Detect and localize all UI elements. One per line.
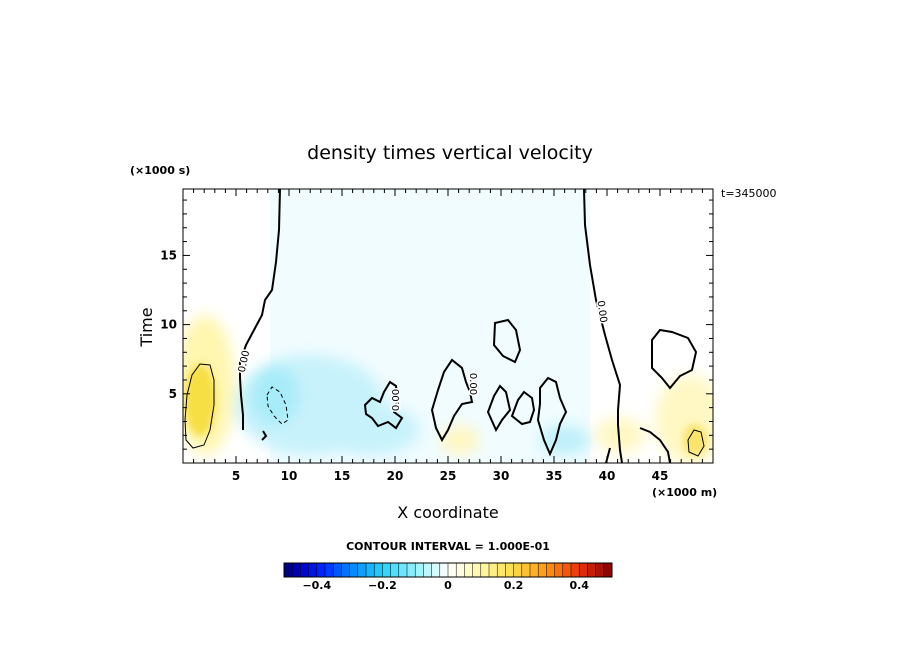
time-note: t=345000 bbox=[721, 187, 777, 200]
chart-title: density times vertical velocity bbox=[307, 142, 593, 164]
shaded-field bbox=[183, 189, 713, 463]
colorbar-swatch bbox=[595, 563, 605, 577]
positive-lobe-small-2 bbox=[595, 417, 645, 453]
contour-label-center: 0.00 bbox=[467, 373, 478, 395]
colorbar-swatch bbox=[489, 563, 498, 577]
colorbar-tick-label: 0 bbox=[444, 579, 452, 592]
x-tick-label: 25 bbox=[440, 469, 457, 483]
zero-contour-right bbox=[583, 189, 623, 463]
x-tick-label: 15 bbox=[334, 469, 351, 483]
y-unit-label: (×1000 s) bbox=[130, 164, 190, 177]
colorbar-swatch bbox=[562, 563, 572, 577]
zero-contour-lower-cluster-c bbox=[486, 384, 512, 433]
x-tick-label: 45 bbox=[652, 469, 669, 483]
zero-contour-closed-blob bbox=[492, 318, 522, 364]
colorbar-tick-label: 0.4 bbox=[569, 579, 589, 592]
colorbar-swatch bbox=[571, 563, 580, 577]
colorbar-swatch bbox=[341, 563, 350, 577]
colorbar-tick-label: −0.2 bbox=[368, 579, 397, 592]
zero-contour-lower-cluster-a bbox=[363, 380, 404, 430]
colorbar-swatch bbox=[505, 563, 514, 577]
colorbar-swatch bbox=[587, 563, 596, 577]
colorbar-swatch bbox=[415, 563, 424, 577]
zero-contour-right-island bbox=[651, 328, 698, 390]
colorbar-swatch bbox=[382, 563, 391, 577]
contour-positive-left bbox=[184, 363, 215, 449]
colorbar-swatch bbox=[292, 563, 301, 577]
colorbar-swatch bbox=[325, 563, 334, 577]
colorbar-tick-label: −0.4 bbox=[302, 579, 331, 592]
colorbar-swatch bbox=[431, 563, 441, 577]
x-unit-label: (×1000 m) bbox=[652, 486, 717, 499]
axis-ticks bbox=[183, 189, 713, 463]
colorbar-swatch bbox=[530, 563, 539, 577]
y-axis-label: Time bbox=[137, 307, 156, 347]
negative-lobe-core bbox=[250, 365, 300, 425]
colorbar-swatch bbox=[456, 563, 465, 577]
colorbar-swatch bbox=[390, 563, 400, 577]
zero-contour-lower-right bbox=[639, 427, 671, 463]
colorbar-swatch bbox=[398, 563, 408, 577]
colorbar-swatch bbox=[546, 563, 555, 577]
colorbar-swatch bbox=[464, 563, 473, 577]
positive-core-left bbox=[184, 364, 216, 436]
colorbar-swatch bbox=[407, 563, 416, 577]
colorbar-swatch bbox=[333, 563, 342, 577]
x-tick-label: 30 bbox=[493, 469, 510, 483]
colorbar-swatch bbox=[448, 563, 457, 577]
x-tick-label: 40 bbox=[599, 469, 616, 483]
colorbar-tick-label: 0.2 bbox=[504, 579, 524, 592]
colorbar-swatch bbox=[521, 563, 531, 577]
colorbar-swatch bbox=[300, 563, 309, 577]
colorbar-swatch bbox=[357, 563, 367, 577]
zero-contour-lower-cluster-e bbox=[536, 376, 568, 457]
colorbar-swatch bbox=[439, 563, 449, 577]
colorbar-swatch bbox=[284, 563, 293, 577]
colorbar-swatch bbox=[538, 563, 547, 577]
colorbar-swatch bbox=[374, 563, 383, 577]
x-tick-label: 35 bbox=[546, 469, 563, 483]
negative-lobe-mid bbox=[320, 405, 420, 455]
contour-interval-text: CONTOUR INTERVAL = 1.000E-01 bbox=[346, 540, 550, 553]
colorbar-frame bbox=[283, 562, 613, 578]
zero-contour-small-arc bbox=[261, 430, 268, 441]
x-tick-label: 20 bbox=[387, 469, 404, 483]
x-tick-label: 5 bbox=[232, 469, 240, 483]
colorbar bbox=[283, 562, 613, 578]
y-tick-label: 5 bbox=[169, 387, 177, 401]
axis-tick-labels: 5 10 15 20 25 30 35 40 45 5 10 15 bbox=[160, 248, 668, 483]
positive-lobe-small bbox=[440, 425, 480, 455]
colorbar-swatch bbox=[579, 563, 588, 577]
colorbar-swatch bbox=[513, 563, 523, 577]
level-contours bbox=[184, 363, 705, 457]
colorbar-swatch bbox=[349, 563, 359, 577]
colorbar-swatch bbox=[497, 563, 506, 577]
colorbar-swatch bbox=[423, 563, 432, 577]
contour-positive-right bbox=[687, 429, 705, 457]
zero-contour-left bbox=[239, 189, 281, 430]
x-tick-label: 10 bbox=[281, 469, 298, 483]
contour-label-right: 0.00 bbox=[594, 300, 608, 324]
zero-contour-lower-cluster-d bbox=[510, 390, 536, 426]
colorbar-swatch bbox=[480, 563, 490, 577]
contour-label-mid: 0.00 bbox=[391, 389, 402, 411]
colorbar-swatch bbox=[308, 563, 318, 577]
colorbar-swatch bbox=[472, 563, 482, 577]
zero-contour-lower-cluster-b bbox=[430, 358, 474, 443]
colorbar-swatch bbox=[603, 563, 613, 577]
zero-contours bbox=[239, 189, 698, 463]
y-tick-label: 10 bbox=[160, 318, 177, 332]
colorbar-swatch bbox=[316, 563, 326, 577]
colorbar-tick-labels: −0.4 −0.2 0 0.2 0.4 bbox=[302, 579, 589, 592]
y-tick-label: 15 bbox=[160, 248, 177, 262]
positive-core-right bbox=[683, 424, 707, 456]
colorbar-swatch bbox=[366, 563, 375, 577]
x-axis-label: X coordinate bbox=[397, 503, 498, 522]
colorbar-swatch bbox=[554, 563, 564, 577]
